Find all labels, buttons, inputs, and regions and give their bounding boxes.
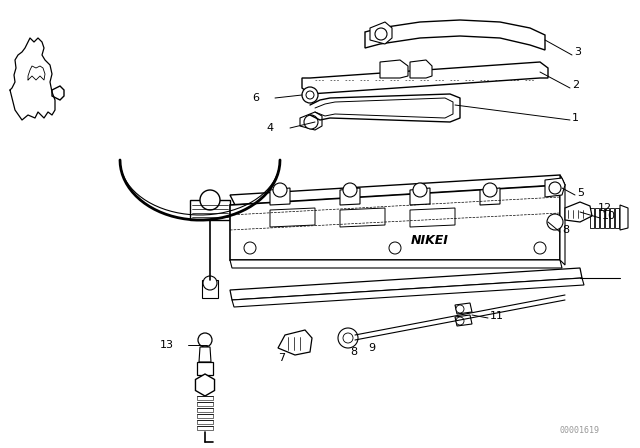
Polygon shape bbox=[560, 175, 565, 265]
Polygon shape bbox=[199, 347, 211, 362]
Polygon shape bbox=[605, 208, 609, 228]
Circle shape bbox=[304, 115, 318, 129]
Circle shape bbox=[273, 183, 287, 197]
Polygon shape bbox=[302, 62, 548, 94]
Polygon shape bbox=[278, 330, 312, 355]
Polygon shape bbox=[195, 374, 214, 396]
Polygon shape bbox=[545, 178, 565, 197]
Polygon shape bbox=[190, 200, 230, 220]
Polygon shape bbox=[202, 280, 218, 298]
Polygon shape bbox=[232, 278, 584, 307]
Polygon shape bbox=[565, 202, 592, 222]
Text: 4: 4 bbox=[266, 123, 273, 133]
Polygon shape bbox=[410, 208, 455, 227]
Text: 9: 9 bbox=[368, 343, 375, 353]
Polygon shape bbox=[600, 208, 604, 228]
Circle shape bbox=[547, 214, 563, 230]
Polygon shape bbox=[480, 188, 500, 205]
Circle shape bbox=[413, 183, 427, 197]
Text: 3: 3 bbox=[574, 47, 581, 57]
Circle shape bbox=[483, 183, 497, 197]
Polygon shape bbox=[410, 60, 432, 78]
Polygon shape bbox=[300, 112, 322, 130]
Polygon shape bbox=[230, 268, 582, 300]
Text: 11: 11 bbox=[490, 311, 504, 321]
Circle shape bbox=[456, 305, 464, 313]
Polygon shape bbox=[455, 303, 472, 314]
Circle shape bbox=[389, 242, 401, 254]
Polygon shape bbox=[197, 402, 213, 406]
Circle shape bbox=[203, 276, 217, 290]
Polygon shape bbox=[197, 414, 213, 418]
Text: 1: 1 bbox=[572, 113, 579, 123]
Circle shape bbox=[338, 328, 358, 348]
Polygon shape bbox=[197, 408, 213, 412]
Polygon shape bbox=[52, 86, 64, 100]
Circle shape bbox=[200, 190, 220, 210]
Text: 2: 2 bbox=[572, 80, 579, 90]
Polygon shape bbox=[197, 420, 213, 424]
Polygon shape bbox=[197, 362, 213, 375]
Circle shape bbox=[302, 87, 318, 103]
Text: 12: 12 bbox=[598, 203, 612, 213]
Text: 5: 5 bbox=[577, 188, 584, 198]
Text: 6: 6 bbox=[252, 93, 259, 103]
Polygon shape bbox=[230, 185, 560, 260]
Circle shape bbox=[198, 333, 212, 347]
Polygon shape bbox=[380, 60, 408, 78]
Polygon shape bbox=[340, 208, 385, 227]
Polygon shape bbox=[197, 426, 213, 430]
Text: NIKEI: NIKEI bbox=[411, 233, 449, 246]
Polygon shape bbox=[365, 20, 545, 50]
Polygon shape bbox=[590, 208, 594, 228]
Polygon shape bbox=[620, 205, 628, 230]
Polygon shape bbox=[455, 315, 472, 326]
Circle shape bbox=[306, 91, 314, 99]
Polygon shape bbox=[340, 188, 360, 205]
Polygon shape bbox=[270, 208, 315, 227]
Polygon shape bbox=[410, 188, 430, 205]
Polygon shape bbox=[595, 208, 599, 228]
Text: 00001619: 00001619 bbox=[560, 426, 600, 435]
Text: 13: 13 bbox=[160, 340, 174, 350]
Circle shape bbox=[456, 317, 464, 325]
Polygon shape bbox=[230, 175, 565, 205]
Circle shape bbox=[343, 183, 357, 197]
Text: 8: 8 bbox=[350, 347, 357, 357]
Polygon shape bbox=[370, 22, 392, 44]
Text: 10: 10 bbox=[602, 211, 616, 221]
Polygon shape bbox=[615, 208, 619, 228]
Circle shape bbox=[244, 242, 256, 254]
Polygon shape bbox=[197, 396, 213, 400]
Text: 7: 7 bbox=[278, 353, 285, 363]
Polygon shape bbox=[270, 188, 290, 205]
Circle shape bbox=[534, 242, 546, 254]
Circle shape bbox=[375, 28, 387, 40]
Circle shape bbox=[343, 333, 353, 343]
Polygon shape bbox=[610, 208, 614, 228]
Circle shape bbox=[549, 182, 561, 194]
Polygon shape bbox=[230, 260, 562, 268]
Text: 8: 8 bbox=[562, 225, 569, 235]
